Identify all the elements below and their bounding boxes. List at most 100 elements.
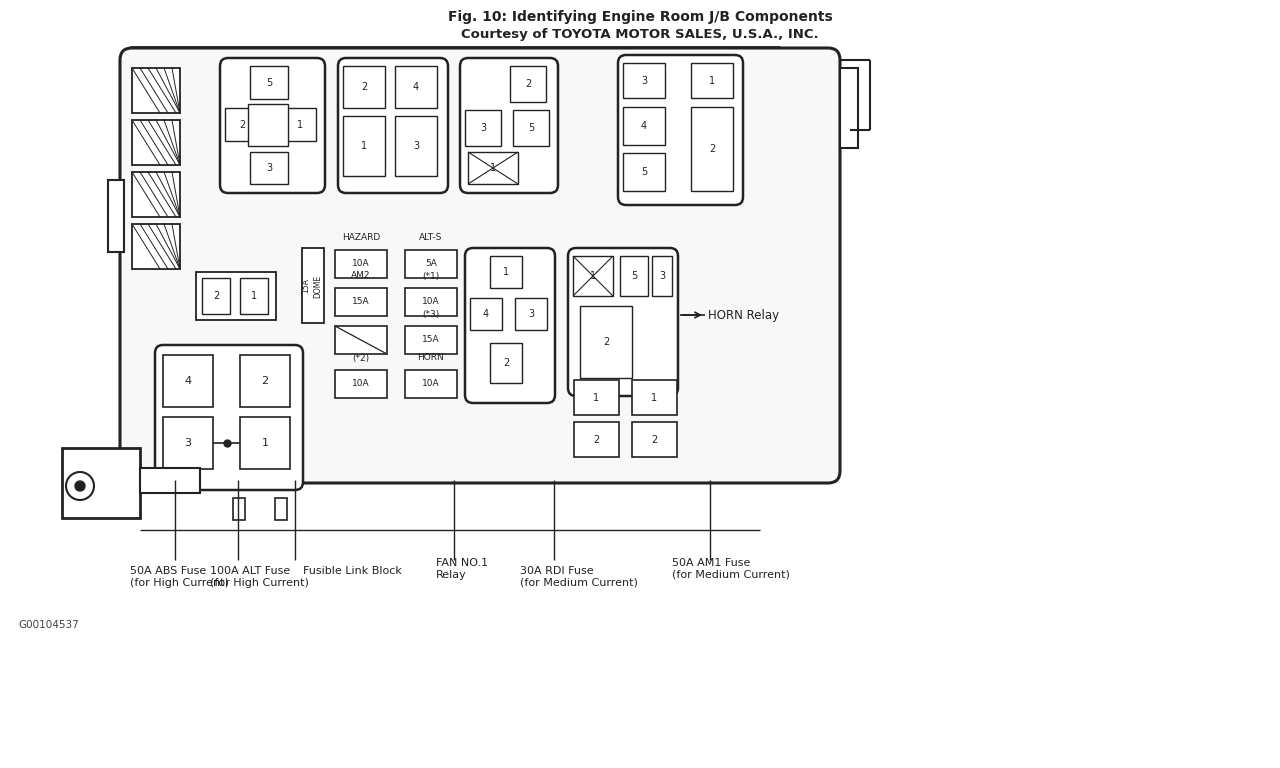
Bar <box>163 417 212 469</box>
Text: 3: 3 <box>266 163 273 173</box>
Text: 5A: 5A <box>425 260 436 269</box>
Text: Courtesy of TOYOTA MOTOR SALES, U.S.A., INC.: Courtesy of TOYOTA MOTOR SALES, U.S.A., … <box>461 28 819 41</box>
Bar <box>283 108 316 141</box>
Bar <box>470 298 502 330</box>
Text: 1: 1 <box>251 291 257 301</box>
Text: (*1): (*1) <box>422 272 439 280</box>
FancyBboxPatch shape <box>465 248 556 403</box>
Bar <box>140 468 200 493</box>
Text: FAN NO.1
Relay: FAN NO.1 Relay <box>436 558 488 580</box>
Bar <box>691 63 733 98</box>
Bar <box>241 355 291 407</box>
Text: 15A: 15A <box>302 279 311 293</box>
Bar <box>396 66 436 108</box>
Text: 30A RDI Fuse
(for Medium Current): 30A RDI Fuse (for Medium Current) <box>520 566 637 588</box>
Bar <box>132 120 180 165</box>
Text: 4: 4 <box>483 309 489 319</box>
FancyBboxPatch shape <box>120 48 840 483</box>
Text: 1: 1 <box>297 120 303 130</box>
Bar <box>623 153 666 191</box>
FancyBboxPatch shape <box>155 345 303 490</box>
Text: 1: 1 <box>593 393 599 403</box>
Bar <box>623 107 666 145</box>
Text: 2: 2 <box>709 144 716 154</box>
Text: 50A AM1 Fuse
(for Medium Current): 50A AM1 Fuse (for Medium Current) <box>672 558 790 580</box>
Bar <box>396 116 436 176</box>
Bar <box>840 68 858 148</box>
Text: 5: 5 <box>641 167 648 177</box>
Bar <box>343 116 385 176</box>
Bar <box>275 498 287 520</box>
FancyBboxPatch shape <box>568 248 678 396</box>
Bar <box>335 250 387 278</box>
Bar <box>241 278 268 314</box>
Text: 15A: 15A <box>422 336 440 345</box>
Bar <box>248 104 288 146</box>
Bar <box>490 343 522 383</box>
Text: Fusible Link Block: Fusible Link Block <box>303 566 402 576</box>
Text: 1: 1 <box>361 141 367 151</box>
Text: HORN Relay: HORN Relay <box>708 309 780 322</box>
Text: 10A: 10A <box>422 297 440 306</box>
Bar <box>468 152 518 184</box>
Text: G00104537: G00104537 <box>18 620 79 630</box>
Text: 5: 5 <box>266 78 273 88</box>
Bar <box>132 68 180 113</box>
Text: AM2: AM2 <box>351 272 371 280</box>
Text: 1: 1 <box>490 163 497 173</box>
Bar <box>573 256 613 296</box>
Text: 2: 2 <box>603 337 609 347</box>
Text: 1: 1 <box>503 267 509 277</box>
Text: 1: 1 <box>709 76 716 86</box>
Bar <box>490 256 522 288</box>
Bar <box>515 298 547 330</box>
Bar <box>250 66 288 99</box>
Text: 2: 2 <box>212 291 219 301</box>
Text: 4: 4 <box>413 82 419 92</box>
Bar <box>233 498 244 520</box>
Text: 2: 2 <box>525 79 531 89</box>
Bar <box>404 370 457 398</box>
Text: 2: 2 <box>239 120 246 130</box>
Bar <box>343 66 385 108</box>
Text: (*3): (*3) <box>422 310 439 319</box>
Bar <box>465 110 500 146</box>
Bar <box>652 256 672 296</box>
Bar <box>61 448 140 518</box>
Text: 3: 3 <box>480 123 486 133</box>
Bar <box>404 288 457 316</box>
Bar <box>573 380 620 415</box>
FancyBboxPatch shape <box>460 58 558 193</box>
Text: (*2): (*2) <box>352 353 370 362</box>
Text: 2: 2 <box>361 82 367 92</box>
Bar <box>632 380 677 415</box>
Text: 3: 3 <box>413 141 419 151</box>
Text: HORN: HORN <box>417 353 444 362</box>
FancyBboxPatch shape <box>618 55 742 205</box>
Text: 10A: 10A <box>352 379 370 389</box>
Bar <box>132 224 180 269</box>
Bar <box>250 152 288 184</box>
Bar <box>509 66 547 102</box>
Text: 10A: 10A <box>422 379 440 389</box>
Bar <box>196 272 276 320</box>
Text: 3: 3 <box>659 271 666 281</box>
Text: HAZARD: HAZARD <box>342 233 380 243</box>
Text: Fig. 10: Identifying Engine Room J/B Components: Fig. 10: Identifying Engine Room J/B Com… <box>448 10 832 24</box>
Text: 10A: 10A <box>352 260 370 269</box>
Bar <box>241 417 291 469</box>
Circle shape <box>76 481 84 491</box>
Bar <box>623 63 666 98</box>
Bar <box>573 422 620 457</box>
Text: 50A ABS Fuse
(for High Current): 50A ABS Fuse (for High Current) <box>131 566 229 588</box>
Bar <box>302 248 324 323</box>
Bar <box>132 172 180 217</box>
Bar <box>163 355 212 407</box>
Text: DOME: DOME <box>314 274 323 297</box>
Text: ALT-S: ALT-S <box>420 233 443 243</box>
Bar <box>335 326 387 354</box>
Bar <box>404 326 457 354</box>
Text: 2: 2 <box>650 435 657 445</box>
Text: 2: 2 <box>593 435 599 445</box>
Text: 3: 3 <box>184 438 192 448</box>
